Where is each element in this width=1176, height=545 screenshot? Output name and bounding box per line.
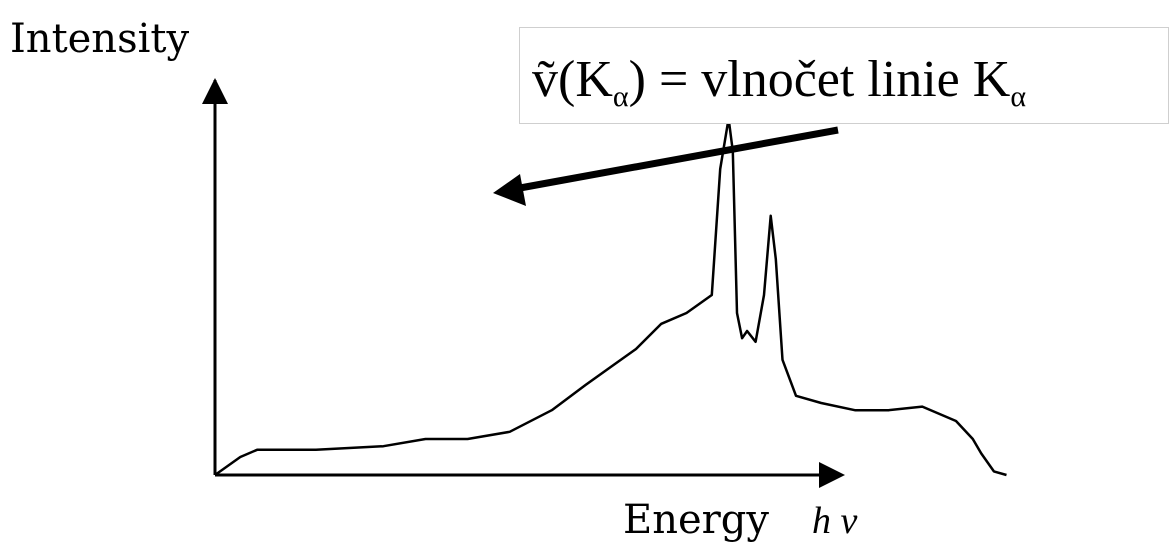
annotation-greek-subscript: α — [612, 80, 629, 113]
annotation-arrowhead-icon — [493, 174, 526, 206]
annotation-arrow — [519, 126, 839, 192]
annotation-symbol: ṽ — [532, 51, 558, 108]
y-axis-arrow-icon — [202, 78, 228, 104]
y-axis-label: Intensity — [10, 16, 189, 62]
annotation-line-name: K — [575, 51, 613, 108]
x-axis-arrow-icon — [819, 462, 845, 488]
annotation-text: = vlnočet linie — [658, 51, 960, 108]
x-axis-label: Energy — [623, 497, 769, 543]
annotation-box: ṽ(Kα) = vlnočet linie Kα — [519, 27, 1169, 124]
annotation-greek-subscript-2: α — [1010, 80, 1027, 113]
x-axis-symbol: h v — [812, 500, 858, 542]
annotation-line-name-2: K — [972, 51, 1011, 108]
